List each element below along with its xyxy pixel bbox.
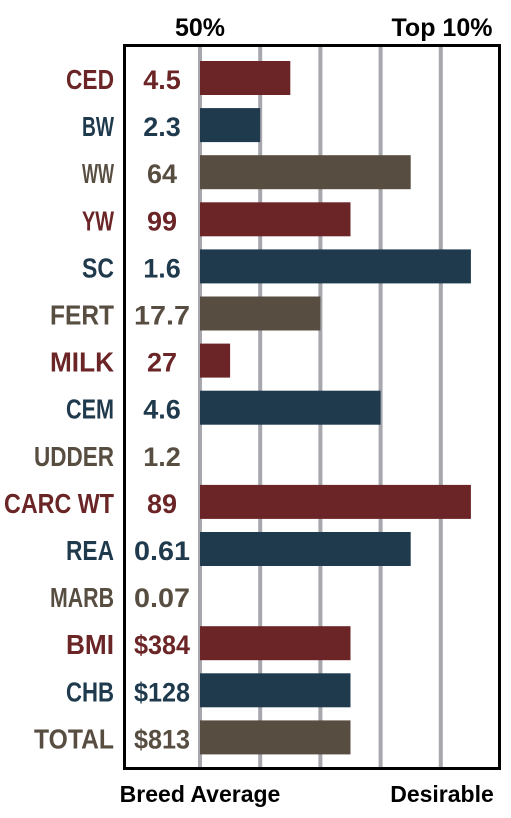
bar-total bbox=[200, 720, 351, 755]
trait-label-bmi: BMI bbox=[66, 629, 114, 660]
bars bbox=[200, 61, 471, 755]
value-label-chb: $128 bbox=[134, 677, 190, 707]
trait-label-ww: WW bbox=[82, 158, 114, 189]
value-label-ww: 64 bbox=[147, 159, 177, 189]
value-label-udder: 1.2 bbox=[143, 442, 181, 472]
trait-label-udder: UDDER bbox=[34, 441, 114, 472]
bar-milk bbox=[200, 343, 231, 378]
value-label-sc: 1.6 bbox=[143, 253, 181, 283]
labels: CED 4.5 BW 2.3 WW 64 YW 99 SC 1.6 FERT 17.7 MILK 27 CE… bbox=[4, 64, 190, 754]
value-label-total: $813 bbox=[134, 724, 190, 754]
chart-frame bbox=[123, 44, 501, 770]
value-label-bw: 2.3 bbox=[143, 112, 181, 142]
bar-carc-wt bbox=[200, 484, 471, 519]
trait-label-fert: FERT bbox=[50, 300, 114, 331]
value-label-ced: 4.5 bbox=[143, 65, 181, 95]
bottom-label-breed-average: Breed Average bbox=[120, 781, 281, 807]
bar-ww bbox=[200, 155, 411, 190]
trait-label-bw: BW bbox=[82, 111, 114, 142]
trait-label-carc-wt: CARC WT bbox=[4, 488, 114, 519]
value-label-rea: 0.61 bbox=[134, 536, 190, 566]
bar-bw bbox=[200, 108, 261, 143]
value-label-cem: 4.6 bbox=[143, 395, 181, 425]
trait-label-total: TOTAL bbox=[34, 723, 114, 754]
bar-yw bbox=[200, 202, 351, 237]
bar-cem bbox=[200, 390, 381, 425]
bar-ced bbox=[200, 61, 291, 95]
bar-sc bbox=[200, 249, 471, 284]
value-label-fert: 17.7 bbox=[134, 301, 190, 331]
trait-label-ced: CED bbox=[66, 64, 114, 95]
bottom-label-desirable: Desirable bbox=[390, 781, 494, 807]
value-label-milk: 27 bbox=[147, 348, 177, 378]
trait-label-milk: MILK bbox=[50, 347, 114, 378]
trait-label-sc: SC bbox=[82, 252, 114, 283]
trait-label-rea: REA bbox=[66, 535, 114, 566]
trait-label-yw: YW bbox=[82, 205, 114, 236]
value-label-marb: 0.07 bbox=[134, 583, 190, 613]
top-label-top-10-percent: Top 10% bbox=[392, 14, 493, 42]
trait-label-marb: MARB bbox=[50, 582, 114, 613]
bar-bmi bbox=[200, 626, 351, 661]
bar-chb bbox=[200, 673, 351, 708]
value-label-carc-wt: 89 bbox=[147, 489, 177, 519]
bar-rea bbox=[200, 532, 411, 566]
top-label-50-percent: 50% bbox=[175, 14, 225, 42]
trait-label-chb: CHB bbox=[66, 676, 114, 707]
value-label-bmi: $384 bbox=[134, 630, 190, 660]
trait-label-cem: CEM bbox=[66, 394, 114, 425]
value-label-yw: 99 bbox=[147, 206, 177, 236]
bar-fert bbox=[200, 296, 321, 331]
